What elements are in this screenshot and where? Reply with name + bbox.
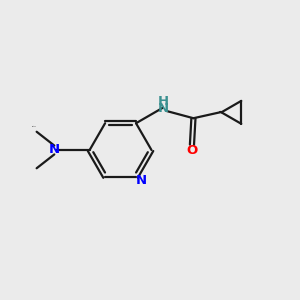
Text: O: O — [186, 144, 198, 157]
Text: methyl: methyl — [32, 126, 37, 127]
Text: H: H — [158, 95, 169, 108]
Text: N: N — [158, 102, 169, 115]
Text: N: N — [136, 174, 147, 187]
Text: N: N — [49, 143, 60, 157]
